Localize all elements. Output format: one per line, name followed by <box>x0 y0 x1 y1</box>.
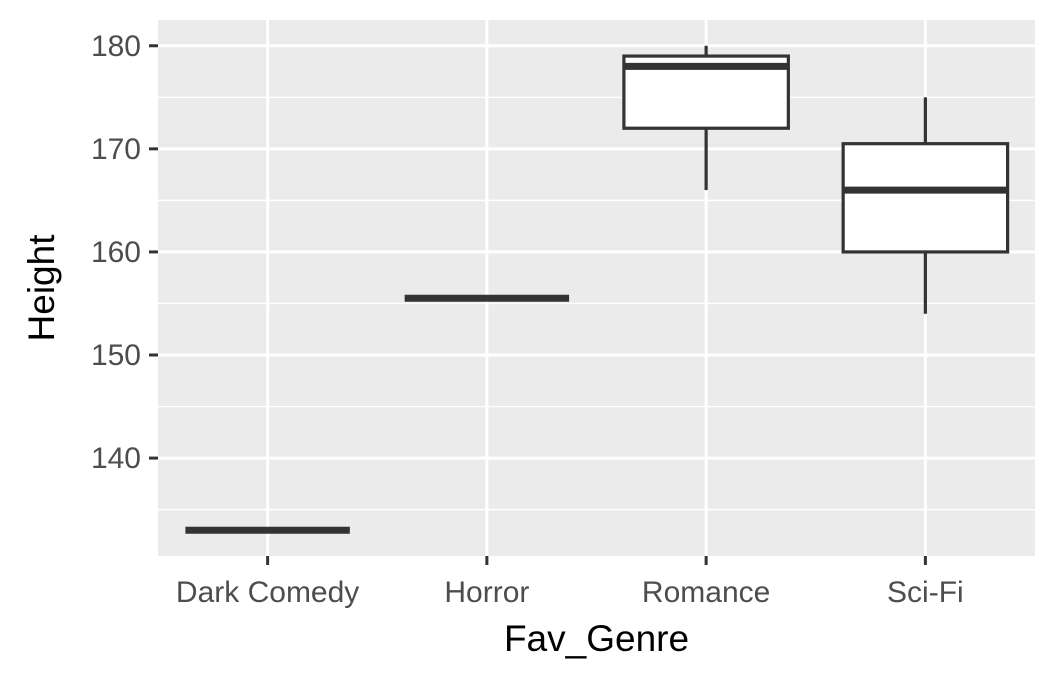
y-axis-title: Height <box>21 234 62 342</box>
box-iqr <box>841 142 1010 254</box>
y-tick-label: 160 <box>91 236 141 269</box>
box-series <box>185 45 1010 534</box>
y-tick-label: 170 <box>91 133 141 166</box>
y-tick-label: 180 <box>91 30 141 63</box>
y-tick-label: 150 <box>91 339 141 372</box>
box-romance <box>622 45 790 191</box>
x-tick-label: Romance <box>642 576 770 609</box>
axis-ticks <box>149 44 927 565</box>
x-tick-label: Horror <box>444 576 529 609</box>
box-sci-fi <box>841 97 1010 314</box>
x-tick-label: Sci-Fi <box>887 576 964 609</box>
tick-labels: 140 150 160 170 180 Dark Comedy Horror Romance S… <box>91 30 964 609</box>
plot-panel <box>158 20 1035 556</box>
x-tick-label: Dark Comedy <box>176 576 359 609</box>
y-tick-label: 140 <box>91 442 141 475</box>
x-axis-title: Fav_Genre <box>504 618 689 659</box>
